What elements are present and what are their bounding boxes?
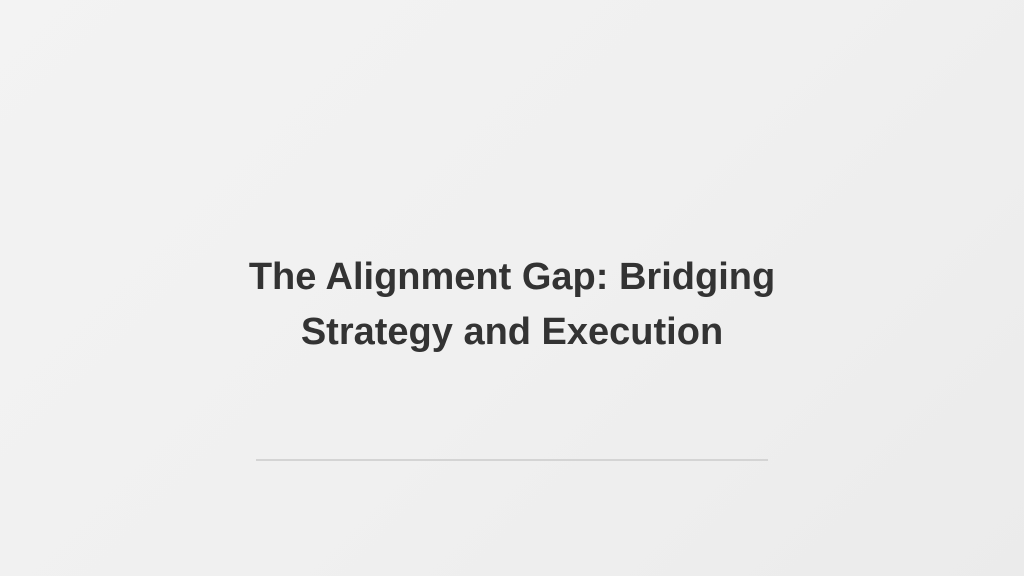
slide-title-line-1: The Alignment Gap: Bridging [248, 256, 776, 298]
slide-title: The Alignment Gap: Bridging Strategy and… [0, 250, 1024, 360]
slide-title-line-2: Strategy and Execution [300, 311, 724, 353]
title-divider [256, 459, 768, 461]
